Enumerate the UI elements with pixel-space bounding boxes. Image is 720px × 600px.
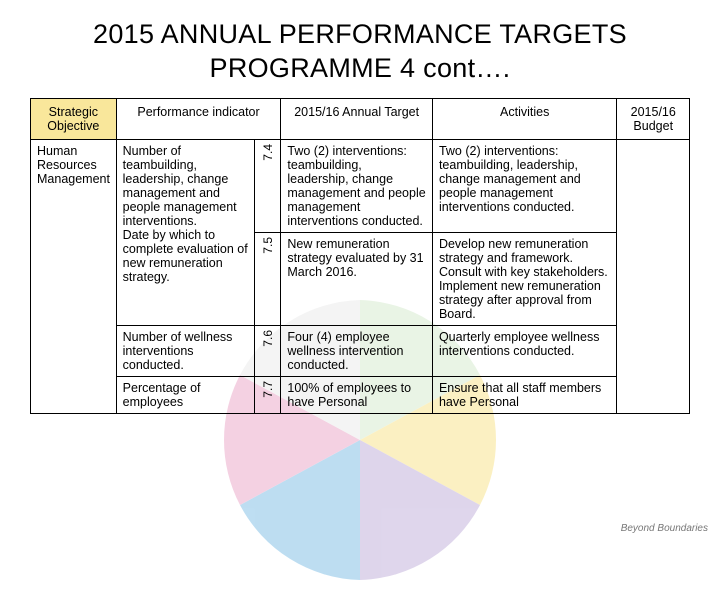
slide-container: 2015 ANNUAL PERFORMANCE TARGETS PROGRAMM… — [0, 0, 720, 414]
target-cell: Two (2) interventions: teambuilding, lea… — [281, 139, 433, 232]
objective-cell: Human Resources Management — [31, 139, 117, 413]
target-cell: 100% of employees to have Personal — [281, 376, 433, 413]
table-row: Number of wellness interventions conduct… — [31, 325, 690, 376]
row-number-text: 7.6 — [261, 330, 275, 347]
activities-cell: Develop new remuneration strategy and fr… — [432, 232, 617, 325]
header-objective: Strategic Objective — [31, 98, 117, 139]
row-number: 7.5 — [255, 232, 281, 325]
header-indicator: Performance indicator — [116, 98, 281, 139]
budget-cell — [617, 139, 690, 413]
header-budget: 2015/16 Budget — [617, 98, 690, 139]
row-number-text: 7.7 — [261, 381, 275, 398]
slide-title: 2015 ANNUAL PERFORMANCE TARGETS PROGRAMM… — [30, 18, 690, 86]
indicator-cell: Percentage of employees — [116, 376, 254, 413]
row-number: 7.7 — [255, 376, 281, 413]
corner-label: Beyond Boundaries — [621, 523, 708, 534]
target-cell: Four (4) employee wellness intervention … — [281, 325, 433, 376]
table-row: Human Resources Management Number of tea… — [31, 139, 690, 232]
header-target: 2015/16 Annual Target — [281, 98, 433, 139]
activities-cell: Quarterly employee wellness intervention… — [432, 325, 617, 376]
indicator-cell: Number of wellness interventions conduct… — [116, 325, 254, 376]
performance-table: Strategic Objective Performance indicato… — [30, 98, 690, 414]
header-activities: Activities — [432, 98, 617, 139]
table-row: Percentage of employees 7.7 100% of empl… — [31, 376, 690, 413]
activities-cell: Ensure that all staff members have Perso… — [432, 376, 617, 413]
row-number-text: 7.4 — [261, 144, 275, 161]
row-number-text: 7.5 — [261, 237, 275, 254]
activities-cell: Two (2) interventions: teambuilding, lea… — [432, 139, 617, 232]
row-number: 7.4 — [255, 139, 281, 232]
table-header-row: Strategic Objective Performance indicato… — [31, 98, 690, 139]
indicator-cell: Number of teambuilding, leadership, chan… — [116, 139, 254, 325]
row-number: 7.6 — [255, 325, 281, 376]
target-cell: New remuneration strategy evaluated by 3… — [281, 232, 433, 325]
